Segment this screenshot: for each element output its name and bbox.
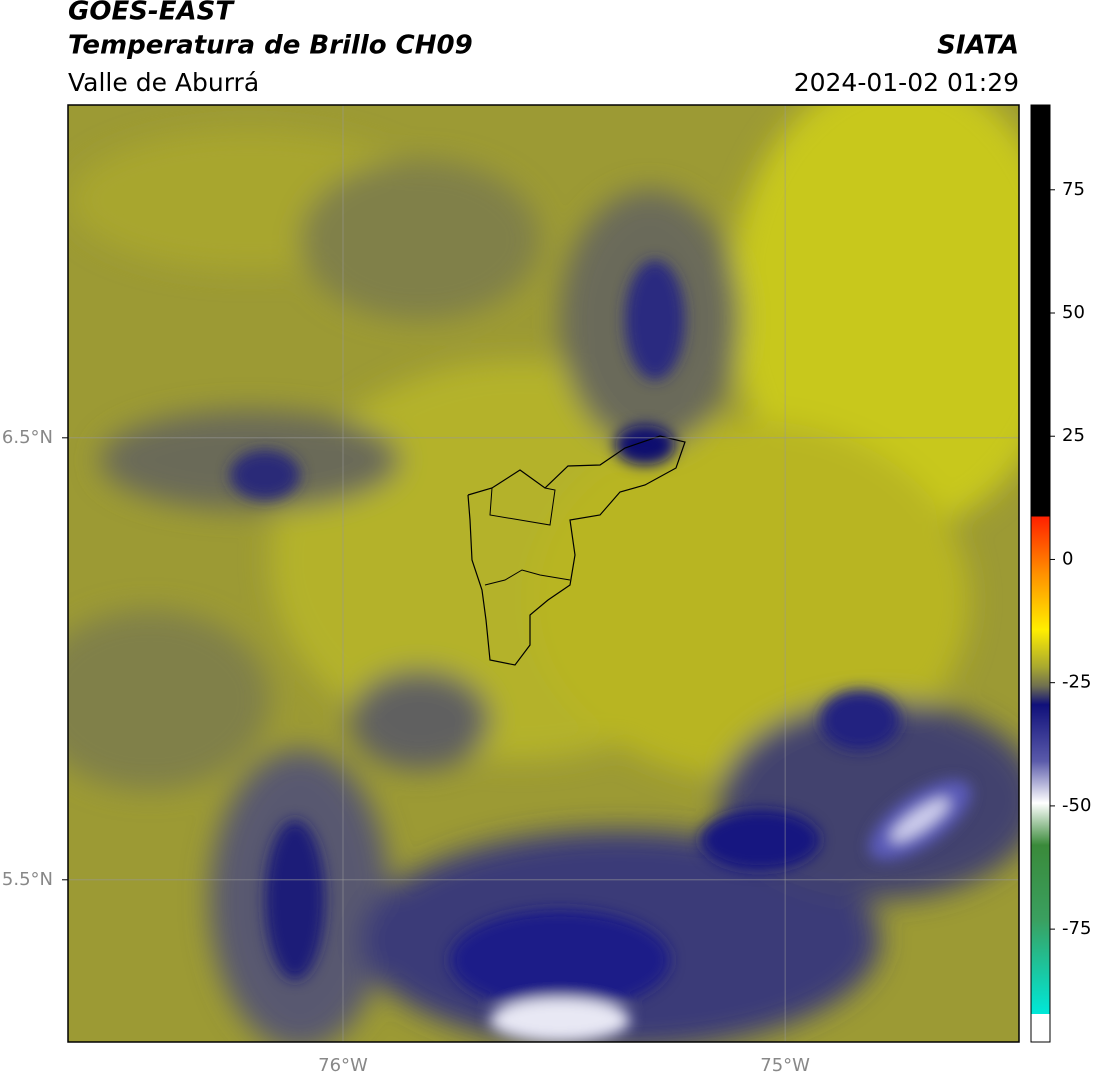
colorbar-label: 50 [1062, 302, 1085, 323]
map-frame [67, 104, 1020, 1043]
colorbar-label: 25 [1062, 425, 1085, 446]
lon-label: 75°W [760, 1055, 810, 1076]
colorbar-label: -50 [1062, 795, 1091, 816]
lat-label: 6.5°N [2, 427, 53, 448]
lat-label: 5.5°N [2, 869, 53, 890]
colorbar-label: 75 [1062, 179, 1085, 200]
lon-label: 76°W [318, 1055, 368, 1076]
colorbar-label: -25 [1062, 672, 1091, 693]
datetime: 2024-01-02 01:29 [794, 68, 1019, 97]
colorbar-label: 0 [1062, 548, 1073, 569]
agency: SIATA [937, 31, 1019, 61]
title: GOES-EAST [68, 0, 235, 27]
subtitle: Temperatura de Brillo CH09 [68, 31, 473, 61]
colorbar [1030, 104, 1051, 1043]
colorbar-label: -75 [1062, 918, 1091, 939]
region: Valle de Aburrá [68, 68, 259, 97]
satellite-image [68, 105, 1019, 1042]
